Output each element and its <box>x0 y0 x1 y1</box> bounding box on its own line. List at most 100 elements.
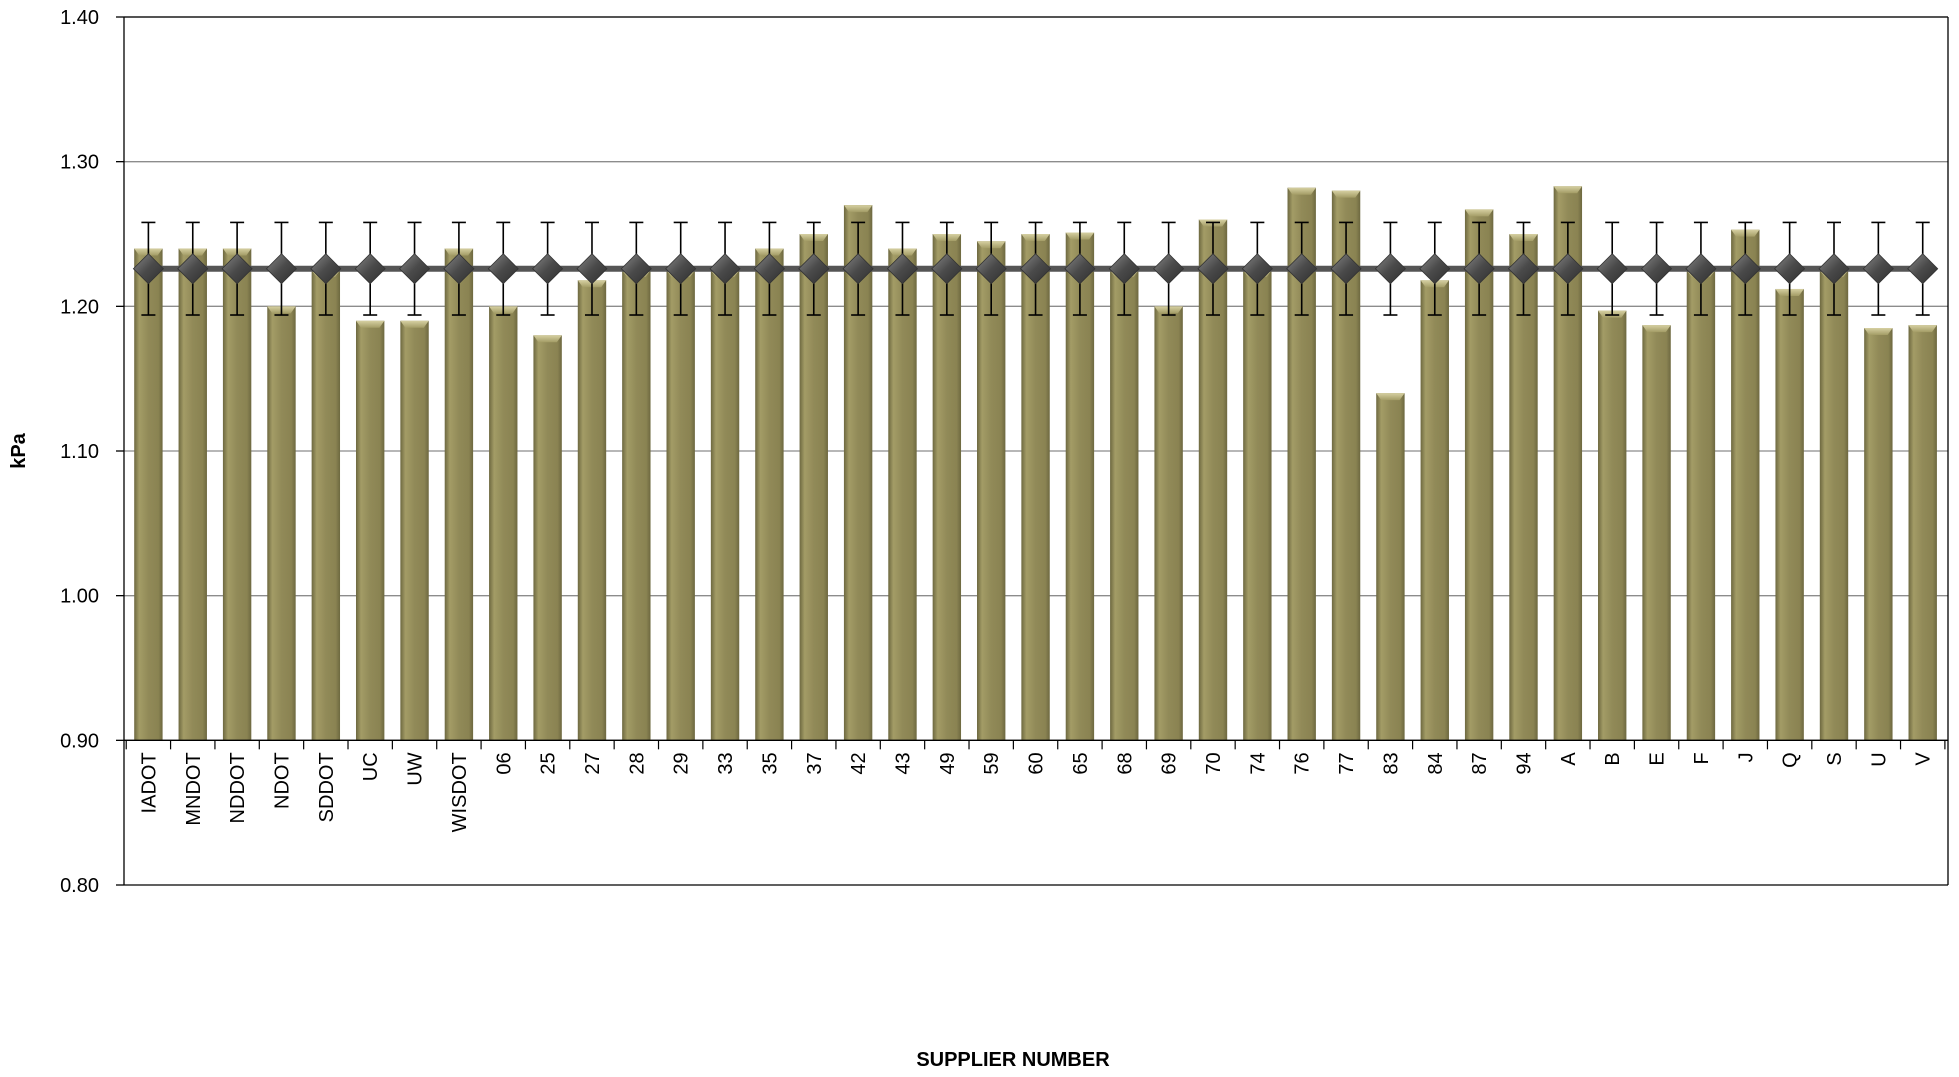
y-tick-label-0.90: 0.90 <box>60 730 99 752</box>
bar-body <box>755 248 784 741</box>
marker-NDDOT <box>221 253 253 285</box>
marker-35 <box>753 253 785 285</box>
bar-UW <box>400 320 429 741</box>
bar-60 <box>1021 234 1050 741</box>
bar-body <box>1154 306 1183 741</box>
marker-B <box>1596 253 1628 285</box>
bar-bevel <box>533 335 562 343</box>
x-tick-label-MNDOT: MNDOT <box>183 752 205 825</box>
marker-25 <box>532 253 564 285</box>
marker-27 <box>576 253 608 285</box>
bar-83 <box>1376 393 1405 741</box>
x-tick-label-43: 43 <box>892 752 914 774</box>
marker-UC <box>354 253 386 285</box>
bar-body <box>932 234 962 741</box>
x-tick-label-76: 76 <box>1292 752 1314 774</box>
x-tick-label-27: 27 <box>582 752 604 774</box>
bar-body <box>1864 328 1893 741</box>
x-tick-label-25: 25 <box>538 752 560 774</box>
marker-69 <box>1153 253 1185 285</box>
x-tick-label-A: A <box>1558 752 1580 766</box>
marker-37 <box>798 253 830 285</box>
bar-IADOT <box>134 248 163 741</box>
x-tick-label-S: S <box>1824 752 1846 765</box>
bar-body <box>1243 270 1272 741</box>
y-tick-label-1.20: 1.20 <box>60 296 99 318</box>
marker-U <box>1862 253 1894 285</box>
x-tick-label-28: 28 <box>626 752 648 774</box>
bar-37 <box>799 234 828 741</box>
bar-25 <box>533 335 562 741</box>
x-tick-label-U: U <box>1868 752 1890 766</box>
x-tick-label-SDDOT: SDDOT <box>316 752 338 822</box>
x-tick-label-83: 83 <box>1380 752 1402 774</box>
marker-MNDOT <box>177 253 209 285</box>
bar-SDDOT <box>311 270 341 741</box>
bar-bevel <box>400 320 429 328</box>
bar-body <box>1509 234 1538 741</box>
marker-59 <box>975 253 1007 285</box>
bar-body <box>666 270 695 741</box>
bar-UC <box>355 320 385 741</box>
x-tick-label-WISDOT: WISDOT <box>449 752 471 832</box>
x-tick-label-37: 37 <box>804 752 826 774</box>
bar-body <box>178 248 207 741</box>
marker-49 <box>931 253 963 285</box>
marker-76 <box>1286 253 1318 285</box>
bar-body <box>1376 393 1405 741</box>
bar-33 <box>710 270 740 741</box>
bar-body <box>1642 325 1671 741</box>
bar-body <box>1775 288 1804 741</box>
x-tick-label-Q: Q <box>1780 752 1802 768</box>
y-axis-title: kPa <box>8 432 30 468</box>
x-tick-label-NDOT: NDOT <box>271 752 293 809</box>
y-tick-label-1.00: 1.00 <box>60 586 99 608</box>
bar-body <box>577 280 607 741</box>
bar-body <box>1110 270 1139 741</box>
bar-Q <box>1775 288 1804 741</box>
marker-74 <box>1241 253 1273 285</box>
bar-body <box>1021 234 1050 741</box>
marker-E <box>1641 253 1673 285</box>
bar-B <box>1598 310 1627 741</box>
bar-body <box>444 248 474 741</box>
bar-bevel <box>355 320 385 328</box>
x-tick-label-94: 94 <box>1513 752 1535 774</box>
bar-MNDOT <box>178 248 207 741</box>
bar-body <box>1686 270 1716 741</box>
x-tick-label-59: 59 <box>981 752 1003 774</box>
x-tick-label-B: B <box>1602 752 1624 765</box>
marker-06 <box>487 253 519 285</box>
x-tick-label-29: 29 <box>671 752 693 774</box>
x-tick-label-UC: UC <box>360 752 382 781</box>
marker-83 <box>1374 253 1406 285</box>
marker-F <box>1685 253 1717 285</box>
bar-body <box>489 306 518 741</box>
bar-body <box>888 248 917 741</box>
x-tick-label-74: 74 <box>1247 752 1269 774</box>
marker-65 <box>1064 253 1096 285</box>
bar-59 <box>977 241 1006 741</box>
bar-74 <box>1243 270 1272 741</box>
marker-J <box>1729 253 1761 285</box>
y-tick-label-1.10: 1.10 <box>60 441 99 463</box>
bar-body <box>710 270 740 741</box>
x-tick-label-IADOT: IADOT <box>138 752 160 813</box>
bar-body <box>1065 232 1095 741</box>
bar-69 <box>1154 306 1183 741</box>
bar-94 <box>1509 234 1538 741</box>
marker-84 <box>1419 253 1451 285</box>
x-tick-label-UW: UW <box>405 752 427 785</box>
x-tick-label-V: V <box>1913 752 1935 766</box>
bar-84 <box>1420 280 1449 741</box>
bar-bevel <box>1287 187 1316 195</box>
x-tick-label-F: F <box>1691 752 1713 764</box>
bar-43 <box>888 248 917 741</box>
bar-65 <box>1065 232 1095 741</box>
marker-29 <box>665 253 697 285</box>
marker-28 <box>620 253 652 285</box>
bar-49 <box>932 234 962 741</box>
x-tick-labels: IADOT MNDOT NDDOT NDOT SDDOT UC UW WISDOT 06 25 27… <box>138 752 1934 833</box>
marker-33 <box>709 253 741 285</box>
